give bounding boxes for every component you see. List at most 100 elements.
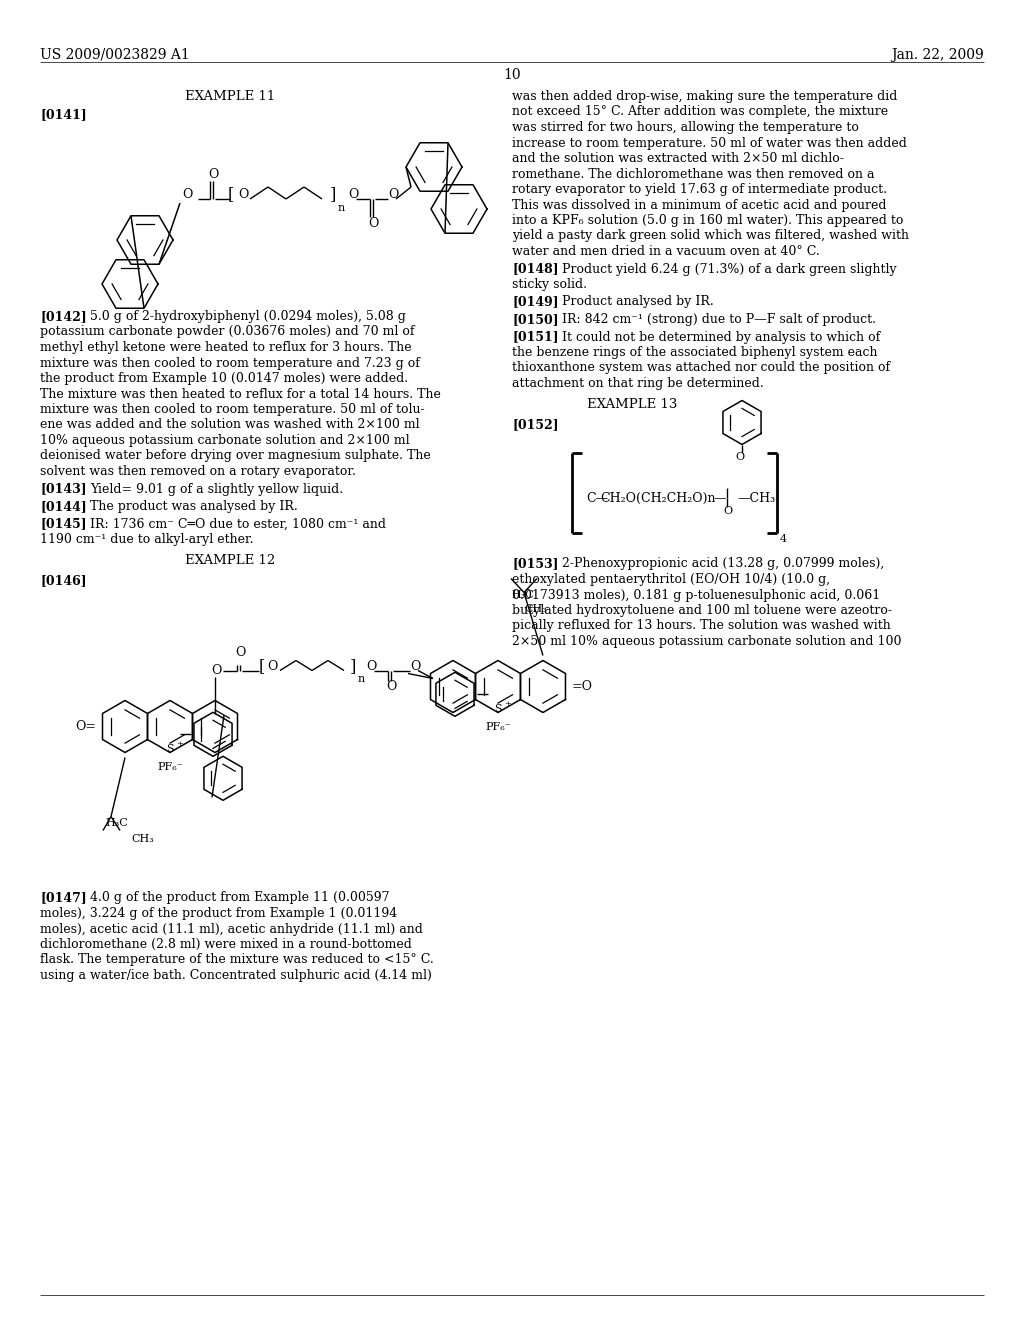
Text: CH₂O(CH₂CH₂O)n: CH₂O(CH₂CH₂O)n xyxy=(600,492,716,506)
Text: n: n xyxy=(338,203,345,213)
Text: ]: ] xyxy=(350,657,356,675)
Text: into a KPF₆ solution (5.0 g in 160 ml water). This appeared to: into a KPF₆ solution (5.0 g in 160 ml wa… xyxy=(512,214,903,227)
Text: CH₃: CH₃ xyxy=(131,833,154,843)
Text: PF₆⁻: PF₆⁻ xyxy=(157,763,182,772)
Text: EXAMPLE 11: EXAMPLE 11 xyxy=(185,90,275,103)
Text: IR: 1736 cm⁻ C═O due to ester, 1080 cm⁻¹ and: IR: 1736 cm⁻ C═O due to ester, 1080 cm⁻¹… xyxy=(90,517,386,531)
Text: 5.0 g of 2-hydroxybiphenyl (0.0294 moles), 5.08 g: 5.0 g of 2-hydroxybiphenyl (0.0294 moles… xyxy=(90,310,406,323)
Text: [: [ xyxy=(228,186,234,203)
Text: moles), 3.224 g of the product from Example 1 (0.01194: moles), 3.224 g of the product from Exam… xyxy=(40,907,397,920)
Text: [0144]: [0144] xyxy=(40,500,87,513)
Text: S: S xyxy=(166,743,174,754)
Text: was then added drop-wise, making sure the temperature did: was then added drop-wise, making sure th… xyxy=(512,90,897,103)
Text: [0143]: [0143] xyxy=(40,483,87,495)
Text: and the solution was extracted with 2×50 ml dichlo-: and the solution was extracted with 2×50… xyxy=(512,152,844,165)
Text: [: [ xyxy=(259,657,265,675)
Text: flask. The temperature of the mixture was reduced to <15° C.: flask. The temperature of the mixture wa… xyxy=(40,953,434,966)
Text: [0149]: [0149] xyxy=(512,296,559,309)
Text: Yield= 9.01 g of a slightly yellow liquid.: Yield= 9.01 g of a slightly yellow liqui… xyxy=(90,483,343,495)
Text: O=: O= xyxy=(76,719,96,733)
Text: +: + xyxy=(176,739,183,747)
Text: rotary evaporator to yield 17.63 g of intermediate product.: rotary evaporator to yield 17.63 g of in… xyxy=(512,183,887,195)
Text: ethoxylated pentaerythritol (EO/OH 10/4) (10.0 g,: ethoxylated pentaerythritol (EO/OH 10/4)… xyxy=(512,573,830,586)
Text: PF₆⁻: PF₆⁻ xyxy=(485,722,511,733)
Text: [0147]: [0147] xyxy=(40,891,87,904)
Text: US 2009/0023829 A1: US 2009/0023829 A1 xyxy=(40,48,189,62)
Text: was stirred for two hours, allowing the temperature to: was stirred for two hours, allowing the … xyxy=(512,121,859,135)
Text: O: O xyxy=(238,189,249,202)
Text: It could not be determined by analysis to which of: It could not be determined by analysis t… xyxy=(562,330,881,343)
Text: [0145]: [0145] xyxy=(40,517,87,531)
Text: mixture was then cooled to room temperature. 50 ml of tolu-: mixture was then cooled to room temperat… xyxy=(40,403,425,416)
Text: using a water/ice bath. Concentrated sulphuric acid (4.14 ml): using a water/ice bath. Concentrated sul… xyxy=(40,969,432,982)
Text: O: O xyxy=(368,216,379,230)
Text: O: O xyxy=(267,660,278,673)
Text: deionised water before drying over magnesium sulphate. The: deionised water before drying over magne… xyxy=(40,450,431,462)
Text: O: O xyxy=(410,660,421,673)
Text: [0150]: [0150] xyxy=(512,313,559,326)
Text: 10: 10 xyxy=(503,69,521,82)
Text: [0148]: [0148] xyxy=(512,263,559,276)
Text: increase to room temperature. 50 ml of water was then added: increase to room temperature. 50 ml of w… xyxy=(512,136,907,149)
Text: moles), acetic acid (11.1 ml), acetic anhydride (11.1 ml) and: moles), acetic acid (11.1 ml), acetic an… xyxy=(40,923,423,936)
Text: water and men dried in a vacuum oven at 40° C.: water and men dried in a vacuum oven at … xyxy=(512,246,820,257)
Text: sticky solid.: sticky solid. xyxy=(512,279,587,290)
Text: 2-Phenoxypropionic acid (13.28 g, 0.07999 moles),: 2-Phenoxypropionic acid (13.28 g, 0.0799… xyxy=(562,557,885,570)
Text: attachment on that ring be determined.: attachment on that ring be determined. xyxy=(512,378,764,389)
Text: —: — xyxy=(713,492,725,506)
Text: the benzene rings of the associated biphenyl system each: the benzene rings of the associated biph… xyxy=(512,346,878,359)
Text: mixture was then cooled to room temperature and 7.23 g of: mixture was then cooled to room temperat… xyxy=(40,356,420,370)
Text: butylated hydroxytoluene and 100 ml toluene were azeotro-: butylated hydroxytoluene and 100 ml tolu… xyxy=(512,605,892,616)
Text: [0141]: [0141] xyxy=(40,108,87,121)
Text: thioxanthone system was attached nor could the position of: thioxanthone system was attached nor cou… xyxy=(512,362,890,375)
Text: The product was analysed by IR.: The product was analysed by IR. xyxy=(90,500,298,513)
Text: potassium carbonate powder (0.03676 moles) and 70 ml of: potassium carbonate powder (0.03676 mole… xyxy=(40,326,415,338)
Text: solvent was then removed on a rotary evaporator.: solvent was then removed on a rotary eva… xyxy=(40,465,356,478)
Text: O: O xyxy=(182,189,193,202)
Text: romethane. The dichloromethane was then removed on a: romethane. The dichloromethane was then … xyxy=(512,168,874,181)
Text: n: n xyxy=(358,675,366,685)
Text: 0.0173913 moles), 0.181 g p-toluenesulphonic acid, 0.061: 0.0173913 moles), 0.181 g p-toluenesulph… xyxy=(512,589,881,602)
Text: 4.0 g of the product from Example 11 (0.00597: 4.0 g of the product from Example 11 (0.… xyxy=(90,891,389,904)
Text: IR: 842 cm⁻¹ (strong) due to P—F salt of product.: IR: 842 cm⁻¹ (strong) due to P—F salt of… xyxy=(562,313,876,326)
Text: +: + xyxy=(504,700,511,708)
Text: 2×50 ml 10% aqueous potassium carbonate solution and 100: 2×50 ml 10% aqueous potassium carbonate … xyxy=(512,635,901,648)
Text: [0142]: [0142] xyxy=(40,310,87,323)
Text: O: O xyxy=(386,681,396,693)
Text: O: O xyxy=(723,507,732,516)
Text: This was dissolved in a minimum of acetic acid and poured: This was dissolved in a minimum of aceti… xyxy=(512,198,887,211)
Text: yield a pasty dark green solid which was filtered, washed with: yield a pasty dark green solid which was… xyxy=(512,230,909,243)
Text: 4: 4 xyxy=(780,535,787,544)
Text: O: O xyxy=(735,453,744,462)
Text: O: O xyxy=(348,189,358,202)
Text: EXAMPLE 13: EXAMPLE 13 xyxy=(587,399,677,412)
Text: O: O xyxy=(211,664,221,677)
Text: 1190 cm⁻¹ due to alkyl-aryl ether.: 1190 cm⁻¹ due to alkyl-aryl ether. xyxy=(40,533,254,546)
Text: O: O xyxy=(234,645,246,659)
Text: Jan. 22, 2009: Jan. 22, 2009 xyxy=(891,48,984,62)
Text: O: O xyxy=(208,168,218,181)
Text: CH₃: CH₃ xyxy=(524,605,547,615)
Text: ene was added and the solution was washed with 2×100 ml: ene was added and the solution was washe… xyxy=(40,418,420,432)
Text: —CH₃: —CH₃ xyxy=(737,492,775,506)
Text: O: O xyxy=(388,189,398,202)
Text: [0152]: [0152] xyxy=(512,418,559,432)
Text: dichloromethane (2.8 ml) were mixed in a round-bottomed: dichloromethane (2.8 ml) were mixed in a… xyxy=(40,939,412,950)
Text: H₃C: H₃C xyxy=(511,590,534,599)
Text: [0151]: [0151] xyxy=(512,330,559,343)
Text: [0153]: [0153] xyxy=(512,557,558,570)
Text: methyl ethyl ketone were heated to reflux for 3 hours. The: methyl ethyl ketone were heated to reflu… xyxy=(40,341,412,354)
Text: the product from Example 10 (0.0147 moles) were added.: the product from Example 10 (0.0147 mole… xyxy=(40,372,409,385)
Text: C—: C— xyxy=(586,492,608,506)
Text: ]: ] xyxy=(330,186,336,203)
Text: S: S xyxy=(494,704,502,714)
Text: EXAMPLE 12: EXAMPLE 12 xyxy=(185,554,275,568)
Text: not exceed 15° C. After addition was complete, the mixture: not exceed 15° C. After addition was com… xyxy=(512,106,888,119)
Text: The mixture was then heated to reflux for a total 14 hours. The: The mixture was then heated to reflux fo… xyxy=(40,388,441,400)
Text: [0146]: [0146] xyxy=(40,574,87,587)
Text: 10% aqueous potassium carbonate solution and 2×100 ml: 10% aqueous potassium carbonate solution… xyxy=(40,434,410,447)
Text: pically refluxed for 13 hours. The solution was washed with: pically refluxed for 13 hours. The solut… xyxy=(512,619,891,632)
Text: Product analysed by IR.: Product analysed by IR. xyxy=(562,296,714,309)
Text: H₃C: H₃C xyxy=(105,818,128,829)
Text: Product yield 6.24 g (71.3%) of a dark green slightly: Product yield 6.24 g (71.3%) of a dark g… xyxy=(562,263,897,276)
